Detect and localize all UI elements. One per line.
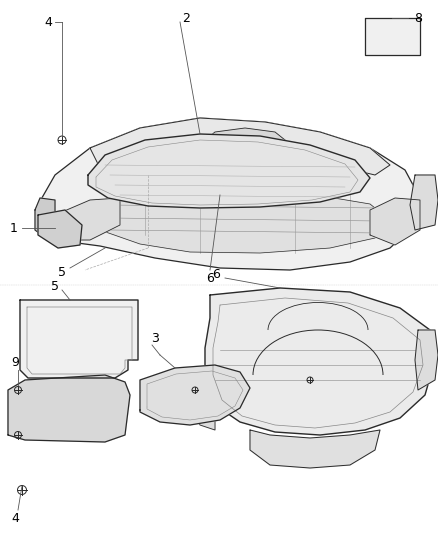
Polygon shape: [370, 198, 420, 245]
Polygon shape: [90, 118, 390, 175]
Polygon shape: [195, 128, 295, 173]
Text: 4: 4: [11, 512, 19, 524]
Polygon shape: [20, 300, 138, 378]
Polygon shape: [140, 365, 250, 425]
Polygon shape: [205, 288, 435, 435]
Polygon shape: [35, 198, 55, 245]
Text: 5: 5: [58, 265, 66, 279]
Polygon shape: [35, 118, 420, 270]
Text: 5: 5: [51, 279, 59, 293]
Polygon shape: [8, 375, 130, 442]
Text: 6: 6: [206, 271, 214, 285]
Polygon shape: [415, 330, 438, 390]
Text: 2: 2: [182, 12, 190, 25]
Polygon shape: [38, 210, 82, 248]
Polygon shape: [88, 134, 370, 208]
Text: 9: 9: [11, 356, 19, 368]
Text: 6: 6: [212, 268, 220, 280]
Polygon shape: [410, 175, 438, 230]
Polygon shape: [250, 430, 380, 468]
Polygon shape: [100, 190, 390, 253]
Polygon shape: [190, 380, 215, 430]
Text: 8: 8: [414, 12, 422, 25]
Polygon shape: [55, 198, 120, 240]
Text: 1: 1: [10, 222, 18, 235]
Polygon shape: [365, 18, 420, 55]
Text: 4: 4: [44, 15, 52, 28]
Text: 3: 3: [151, 332, 159, 344]
